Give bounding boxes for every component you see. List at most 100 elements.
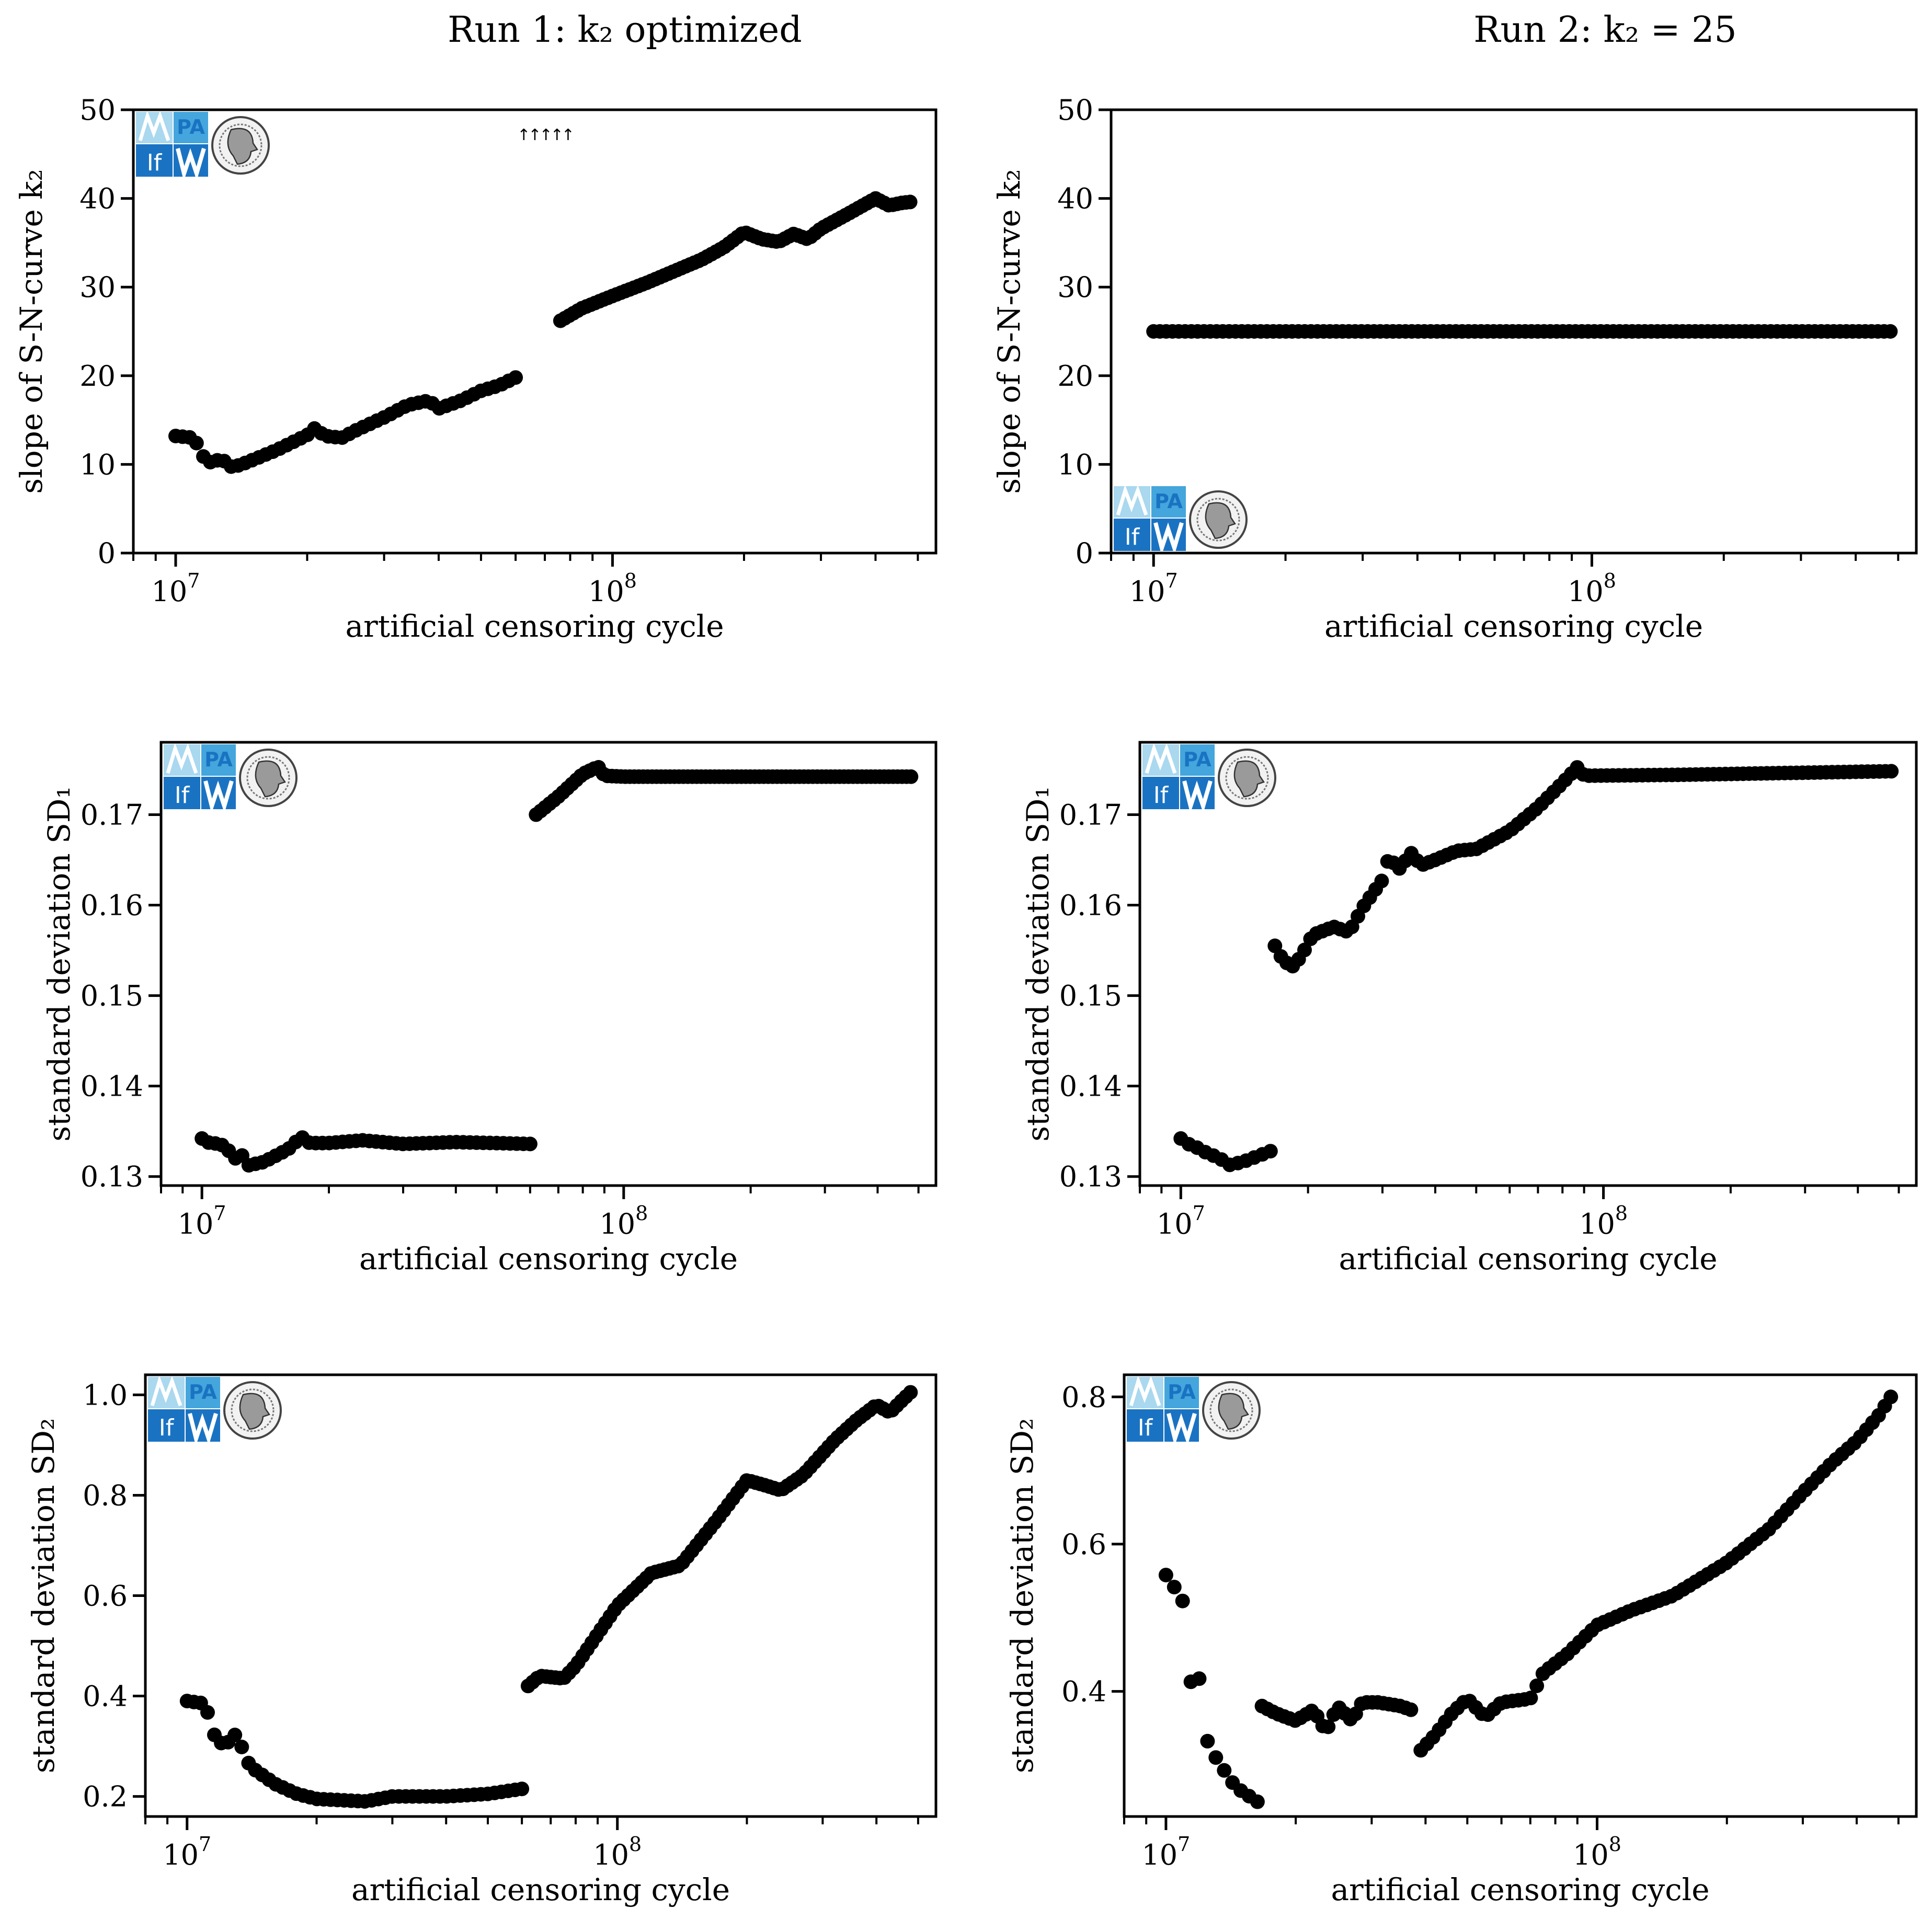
y-tick-label: 0.15 bbox=[1059, 980, 1122, 1013]
emblem-head bbox=[255, 760, 286, 798]
y-tick-label: 0.13 bbox=[81, 1160, 143, 1193]
logo-if-text: If bbox=[147, 150, 163, 176]
emblem-ring bbox=[1196, 498, 1240, 542]
y-tick-label: 1.0 bbox=[83, 1378, 128, 1411]
y-axis-label: standard deviation SD₂ bbox=[1004, 1418, 1040, 1773]
x-axis-label: artificial censoring cycle bbox=[359, 1241, 738, 1277]
data-point bbox=[902, 194, 918, 210]
y-axis-label: standard deviation SD₁ bbox=[1020, 786, 1056, 1141]
logo-w-glyph bbox=[1167, 1412, 1197, 1446]
x-tick-exponent: 7 bbox=[199, 1833, 211, 1856]
data-point bbox=[903, 1385, 918, 1400]
institute-logo: PA If bbox=[1142, 743, 1276, 814]
x-axis-label: artificial censoring cycle bbox=[1331, 1872, 1709, 1907]
data-points bbox=[179, 1385, 918, 1809]
institute-logo: PA If bbox=[164, 743, 298, 814]
x-tick-exponent: 8 bbox=[635, 1202, 648, 1225]
data-point bbox=[1192, 1671, 1207, 1686]
x-axis-label: artificial censoring cycle bbox=[1339, 1241, 1717, 1277]
x-tick-exponent: 7 bbox=[1193, 1202, 1205, 1225]
y-tick-label: 0.16 bbox=[1059, 889, 1122, 922]
x-tick-label: 107 bbox=[152, 569, 200, 608]
data-point bbox=[1158, 1568, 1173, 1583]
y-tick-label: 50 bbox=[1057, 94, 1093, 127]
chart-panel-4: PA If 0.13 0.14 0.15 0.16 0.17 107 108artificial… bbox=[1020, 741, 1918, 1277]
y-tick-label: 0.8 bbox=[1061, 1381, 1106, 1413]
data-points bbox=[1158, 1389, 1899, 1809]
data-point bbox=[189, 435, 204, 451]
data-point bbox=[508, 370, 523, 385]
chart-panel-3: PA If 0.13 0.14 0.15 0.16 0.17 107 108artificial… bbox=[41, 741, 938, 1277]
logo-m-glyph bbox=[1145, 743, 1177, 774]
y-tick-label: 20 bbox=[1057, 360, 1093, 393]
data-point bbox=[1321, 1719, 1336, 1734]
y-tick-label: 40 bbox=[1057, 182, 1093, 215]
logo-if-block bbox=[1127, 1409, 1163, 1442]
x-tick-label: 108 bbox=[1579, 1202, 1628, 1240]
logo-if-block bbox=[148, 1409, 185, 1442]
data-point bbox=[1250, 1794, 1265, 1809]
logo-if-block bbox=[1114, 519, 1150, 551]
data-point bbox=[227, 1728, 243, 1742]
data-point bbox=[1208, 1750, 1224, 1765]
x-axis-label: artificial censoring cycle bbox=[345, 608, 724, 644]
institute-logo: PA If bbox=[148, 1375, 282, 1446]
axes-frame bbox=[1110, 108, 1918, 555]
y-tick-label: 0.17 bbox=[81, 798, 143, 831]
emblem-ring bbox=[219, 123, 262, 167]
x-tick-exponent: 8 bbox=[629, 1833, 642, 1856]
y-tick-label: 50 bbox=[79, 94, 116, 127]
data-point bbox=[522, 1136, 538, 1152]
data-point bbox=[1263, 1144, 1278, 1159]
logo-pa-block bbox=[1164, 1377, 1199, 1408]
axes-frame bbox=[159, 741, 938, 1187]
x-tick-label: 107 bbox=[1141, 1833, 1190, 1871]
data-point bbox=[1529, 1678, 1545, 1693]
y-tick-label: 0.8 bbox=[83, 1479, 128, 1512]
logo-pa-text: PA bbox=[1183, 748, 1211, 771]
y-tick-label: 0 bbox=[98, 537, 116, 570]
logo-m-glyph bbox=[1129, 1375, 1161, 1407]
x-tick-label: 108 bbox=[599, 1202, 648, 1240]
x-tick-label: 108 bbox=[1568, 569, 1616, 608]
emblem-head bbox=[1233, 760, 1265, 798]
logo-w-glyph bbox=[203, 780, 234, 814]
y-tick-label: 0.15 bbox=[81, 980, 143, 1013]
logo-if-text: If bbox=[159, 1415, 175, 1441]
logo-w-glyph bbox=[1153, 522, 1184, 556]
x-tick-label: 108 bbox=[588, 569, 637, 608]
x-tick-exponent: 7 bbox=[187, 569, 200, 592]
logo-if-text: If bbox=[1138, 1415, 1153, 1441]
x-tick-exponent: 8 bbox=[624, 569, 637, 592]
data-points bbox=[168, 191, 918, 474]
logo-pa-block bbox=[1180, 744, 1215, 776]
data-point bbox=[1403, 1702, 1419, 1717]
data-point bbox=[1217, 1763, 1232, 1778]
data-point bbox=[1523, 1691, 1538, 1706]
x-tick-exponent: 7 bbox=[213, 1202, 226, 1225]
y-tick-label: 0.4 bbox=[1061, 1675, 1106, 1708]
emblem-ring bbox=[246, 756, 290, 800]
logo-pa-block bbox=[186, 1377, 220, 1408]
y-tick-label: 0.4 bbox=[83, 1680, 128, 1713]
logo-pa-text: PA bbox=[204, 748, 233, 771]
logo-m-glyph bbox=[1116, 485, 1148, 516]
logo-w-glyph bbox=[176, 147, 206, 181]
data-point bbox=[200, 1705, 215, 1720]
institute-logo: PA If bbox=[136, 110, 270, 181]
y-tick-label: 0.13 bbox=[1059, 1160, 1122, 1193]
logo-pa-block bbox=[201, 744, 236, 776]
emblem-ring bbox=[1209, 1388, 1253, 1432]
data-points bbox=[1173, 760, 1899, 1172]
data-point bbox=[1374, 873, 1389, 889]
data-point bbox=[1884, 764, 1899, 779]
x-tick-exponent: 8 bbox=[1604, 569, 1616, 592]
logo-if-block bbox=[164, 777, 200, 809]
data-point bbox=[515, 1781, 530, 1797]
y-tick-label: 40 bbox=[79, 182, 116, 215]
x-tick-label: 107 bbox=[1129, 569, 1178, 608]
